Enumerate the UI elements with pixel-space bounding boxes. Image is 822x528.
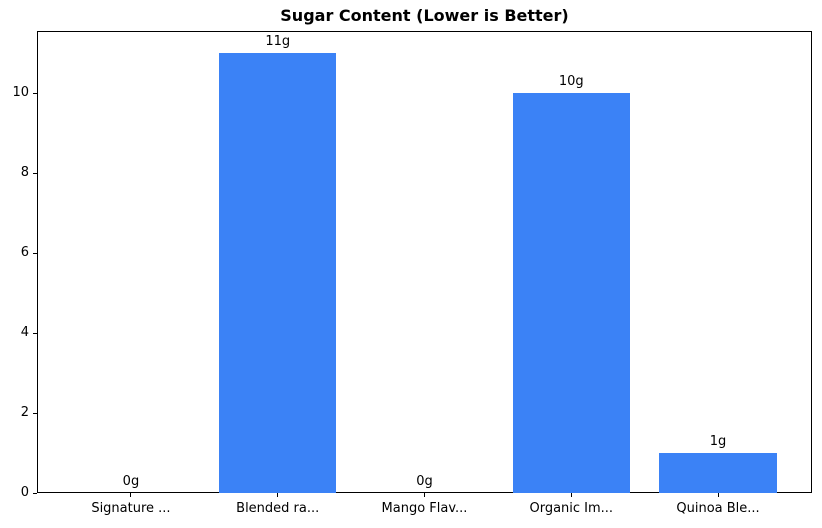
y-axis-tick-label: 6 xyxy=(20,245,29,260)
y-axis-tick-label: 8 xyxy=(20,165,29,180)
bar-value-label: 0g xyxy=(416,474,433,489)
x-axis-tick xyxy=(717,493,719,497)
y-axis-tick xyxy=(33,252,37,254)
y-axis-tick-label: 0 xyxy=(20,485,29,500)
bar xyxy=(512,93,630,493)
x-axis-tick-label: Signature ... xyxy=(91,501,171,516)
x-axis-tick-label: Mango Flav... xyxy=(381,501,468,516)
chart-title: Sugar Content (Lower is Better) xyxy=(280,6,569,25)
bar xyxy=(219,53,337,493)
bar xyxy=(659,453,777,493)
y-axis-tick xyxy=(33,92,37,94)
x-axis-tick-label: Blended ra... xyxy=(236,501,320,516)
y-axis-tick xyxy=(33,492,37,494)
y-axis-tick xyxy=(33,332,37,334)
x-axis-tick xyxy=(570,493,572,497)
bar-value-label: 0g xyxy=(122,474,140,489)
y-axis-tick-label: 4 xyxy=(20,325,29,340)
bar-value-label: 10g xyxy=(558,74,584,89)
x-axis-tick xyxy=(424,493,425,497)
x-axis-tick-label: Organic Im... xyxy=(529,501,614,516)
x-axis-tick xyxy=(277,493,279,497)
bar-value-label: 1g xyxy=(709,434,727,449)
bar-value-label: 11g xyxy=(265,34,291,49)
y-axis-tick xyxy=(33,412,37,414)
y-axis-tick xyxy=(33,172,37,174)
y-axis-tick-label: 10 xyxy=(12,85,29,100)
x-axis-tick-label: Quinoa Ble... xyxy=(676,501,760,516)
x-axis-tick xyxy=(130,493,132,497)
y-axis-tick-label: 2 xyxy=(20,405,29,420)
plot-area xyxy=(37,31,812,493)
